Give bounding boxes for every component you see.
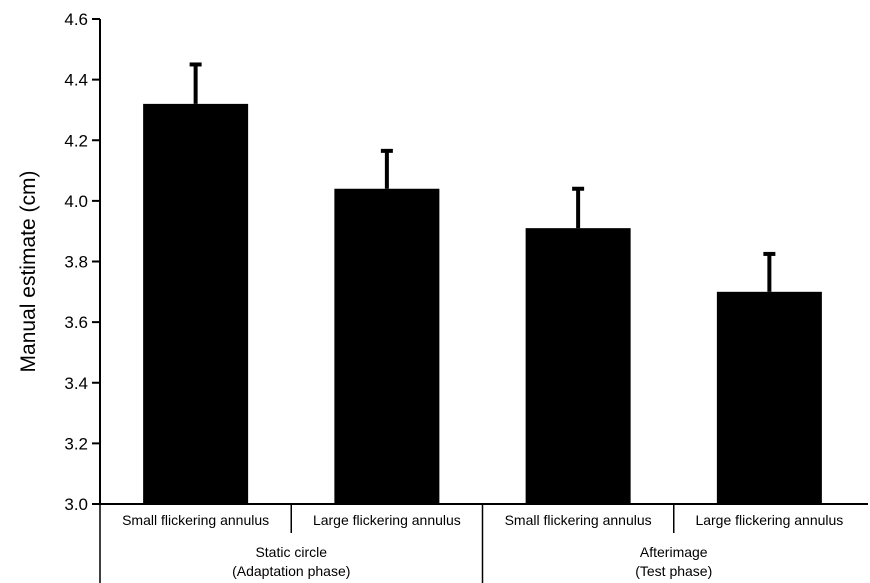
y-tick-labels: 3.0 3.2 3.4 3.6 3.8 4.0 4.2 4.4 4.6 <box>64 10 88 514</box>
y-tick-label: 3.4 <box>64 374 88 393</box>
bar <box>143 103 249 504</box>
x-axis <box>92 503 868 583</box>
y-tick-label: 3.0 <box>64 495 88 514</box>
y-tick-label: 4.0 <box>64 192 88 211</box>
group-label-line1: Static circle <box>255 544 327 560</box>
bars <box>143 103 822 504</box>
y-tick-label: 3.2 <box>64 434 88 453</box>
group-label-line2: (Test phase) <box>635 563 712 579</box>
y-axis <box>92 18 101 505</box>
group-label-line2: (Adaptation phase) <box>232 563 350 579</box>
bar <box>716 291 822 504</box>
y-tick-label: 3.6 <box>64 313 88 332</box>
y-tick-label: 4.6 <box>64 10 88 29</box>
bar <box>334 188 440 504</box>
error-bars <box>189 62 776 292</box>
group-labels: Static circle (Adaptation phase) Afterimag… <box>232 544 712 579</box>
y-tick-label: 4.2 <box>64 131 88 150</box>
category-label: Small flickering annulus <box>505 512 652 528</box>
group-label-line1: Afterimage <box>640 544 708 560</box>
category-labels: Small flickering annulus Large flickering… <box>122 512 843 528</box>
y-tick-label: 4.4 <box>64 71 88 90</box>
y-axis-title: Manual estimate (cm) <box>17 171 40 373</box>
category-label: Large flickering annulus <box>695 512 843 528</box>
bar <box>525 228 631 504</box>
y-tick-label: 3.8 <box>64 253 88 272</box>
category-label: Small flickering annulus <box>122 512 269 528</box>
category-label: Large flickering annulus <box>313 512 461 528</box>
